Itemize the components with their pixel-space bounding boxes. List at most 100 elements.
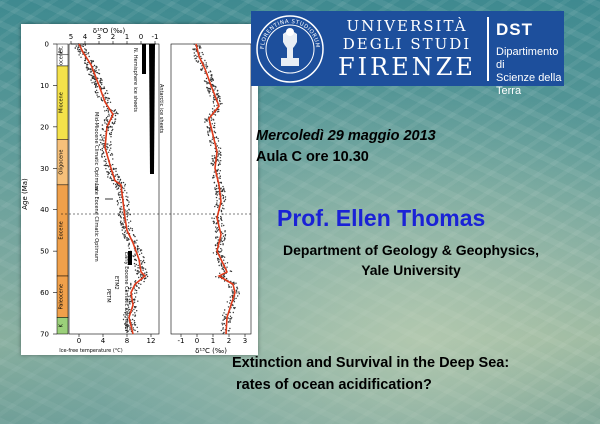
data-point <box>109 154 112 156</box>
data-point <box>226 301 228 303</box>
data-point <box>106 119 109 121</box>
data-point <box>223 323 226 325</box>
dept-abbreviation: DST <box>496 20 533 39</box>
data-point <box>136 310 138 312</box>
data-point <box>129 227 132 229</box>
data-point <box>225 277 228 280</box>
data-point <box>95 86 97 88</box>
data-point <box>193 43 195 45</box>
data-point <box>215 253 218 256</box>
data-point <box>220 262 222 264</box>
data-point <box>107 173 109 176</box>
data-point <box>224 238 226 240</box>
data-point <box>225 313 227 316</box>
data-point <box>127 203 130 206</box>
data-point <box>209 131 211 133</box>
data-point <box>101 82 103 84</box>
data-point <box>103 160 105 162</box>
data-point <box>205 77 208 80</box>
data-point <box>222 244 224 246</box>
data-point <box>118 213 120 215</box>
data-point <box>214 230 217 232</box>
data-point <box>141 267 143 269</box>
data-point <box>112 167 115 170</box>
university-seal-icon: FLORENTINA STUDIORUM UNIVERSITAS <box>255 14 324 83</box>
data-point <box>220 247 222 250</box>
talk-title: Extinction and Survival in the Deep Sea:… <box>232 352 509 396</box>
data-point <box>217 164 220 167</box>
epoch-label: Oligocene <box>59 150 65 175</box>
data-point <box>215 248 217 250</box>
data-point <box>135 242 137 244</box>
data-point <box>224 235 226 237</box>
data-point <box>106 171 108 173</box>
data-point <box>121 229 123 231</box>
data-point <box>143 256 145 259</box>
data-point <box>101 139 103 141</box>
data-point <box>97 77 99 80</box>
university-logo: FLORENTINA STUDIORUM UNIVERSITAS UNIVERS… <box>251 11 564 97</box>
data-point <box>119 196 121 199</box>
data-point <box>100 98 103 101</box>
data-point <box>101 79 103 81</box>
data-point <box>209 88 212 91</box>
data-point <box>78 54 80 56</box>
data-point <box>222 235 225 237</box>
antarctic-ice-bar <box>149 44 155 174</box>
data-point <box>105 109 108 112</box>
data-point <box>128 201 130 203</box>
data-point <box>106 145 108 147</box>
data-point <box>209 141 211 143</box>
data-point <box>110 141 112 143</box>
data-point <box>201 67 204 69</box>
data-point <box>117 204 119 206</box>
data-point <box>193 55 195 57</box>
data-point <box>211 155 213 157</box>
data-point <box>102 143 104 145</box>
data-point <box>194 58 196 60</box>
top-tick-label: -1 <box>152 33 159 41</box>
data-point <box>217 229 219 231</box>
data-point <box>115 111 118 113</box>
data-point <box>117 178 119 181</box>
data-point <box>104 122 106 124</box>
data-point <box>134 265 136 267</box>
data-point <box>119 179 121 181</box>
data-point <box>115 183 117 186</box>
data-point <box>137 251 139 253</box>
data-point <box>206 83 208 85</box>
data-point <box>222 197 224 200</box>
data-point <box>107 110 109 112</box>
data-point <box>106 108 109 110</box>
data-point <box>136 239 138 241</box>
data-point <box>122 233 124 235</box>
speaker-name: Prof. Ellen Thomas <box>277 205 486 231</box>
logo-line-universita: UNIVERSITÀ <box>346 17 468 35</box>
data-point <box>218 264 220 267</box>
etm2-label: ETM2 <box>113 276 119 290</box>
data-point <box>217 257 219 260</box>
data-point <box>136 292 138 294</box>
data-point <box>227 317 229 319</box>
data-point <box>127 330 129 332</box>
data-point <box>221 102 223 105</box>
data-point <box>193 52 195 54</box>
data-point <box>77 45 79 47</box>
data-point <box>77 48 79 50</box>
data-point <box>209 129 211 132</box>
data-point <box>98 69 100 71</box>
data-point <box>135 306 137 308</box>
data-point <box>235 297 237 300</box>
data-point <box>214 205 216 208</box>
data-point <box>135 285 138 287</box>
data-point <box>213 130 215 132</box>
data-point <box>90 69 92 71</box>
epoch-label: Pliocene <box>59 50 65 71</box>
data-point <box>125 213 128 215</box>
data-point <box>82 43 84 46</box>
data-point <box>112 158 114 160</box>
data-point <box>140 252 143 254</box>
data-point <box>134 329 136 332</box>
data-point <box>119 221 122 224</box>
data-point <box>220 181 222 184</box>
